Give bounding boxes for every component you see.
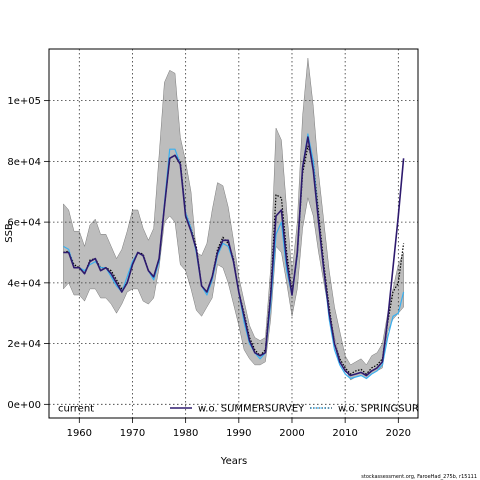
x-tick-label: 1960 <box>67 428 92 439</box>
x-tick-label: 2020 <box>386 428 411 439</box>
x-tick-label: 2000 <box>279 428 304 439</box>
y-tick-label: 1e+05 <box>7 96 41 107</box>
y-tick-label: 4e+04 <box>7 278 41 289</box>
y-tick-label: 2e+04 <box>7 339 41 350</box>
x-tick-label: 1980 <box>173 428 198 439</box>
x-tick-label: 1970 <box>120 428 145 439</box>
y-tick-label: 0e+00 <box>7 400 41 411</box>
x-tick-label: 1990 <box>226 428 251 439</box>
legend-label: current <box>58 404 94 415</box>
x-tick-label: 2010 <box>332 428 357 439</box>
plot-frame <box>48 48 419 419</box>
legend-label: w.o. SPRINGSURVEY <box>338 404 438 415</box>
legend-label: w.o. SUMMERSURVEY <box>198 404 305 415</box>
y-tick-label: 8e+04 <box>7 157 41 168</box>
credit-text: stockassessment.org, FaroeHad_275b, r151… <box>361 474 477 480</box>
y-tick-label: 6e+04 <box>7 218 41 229</box>
plot-area: 1960 1970 1980 1990 2000 2010 2020 0e+00 2e+04 4e… <box>7 48 438 439</box>
y-axis-label: SSB <box>4 223 15 243</box>
x-axis-label: Years <box>220 456 247 467</box>
series-line-summersurvey <box>63 136 405 377</box>
confidence-band <box>63 58 404 381</box>
